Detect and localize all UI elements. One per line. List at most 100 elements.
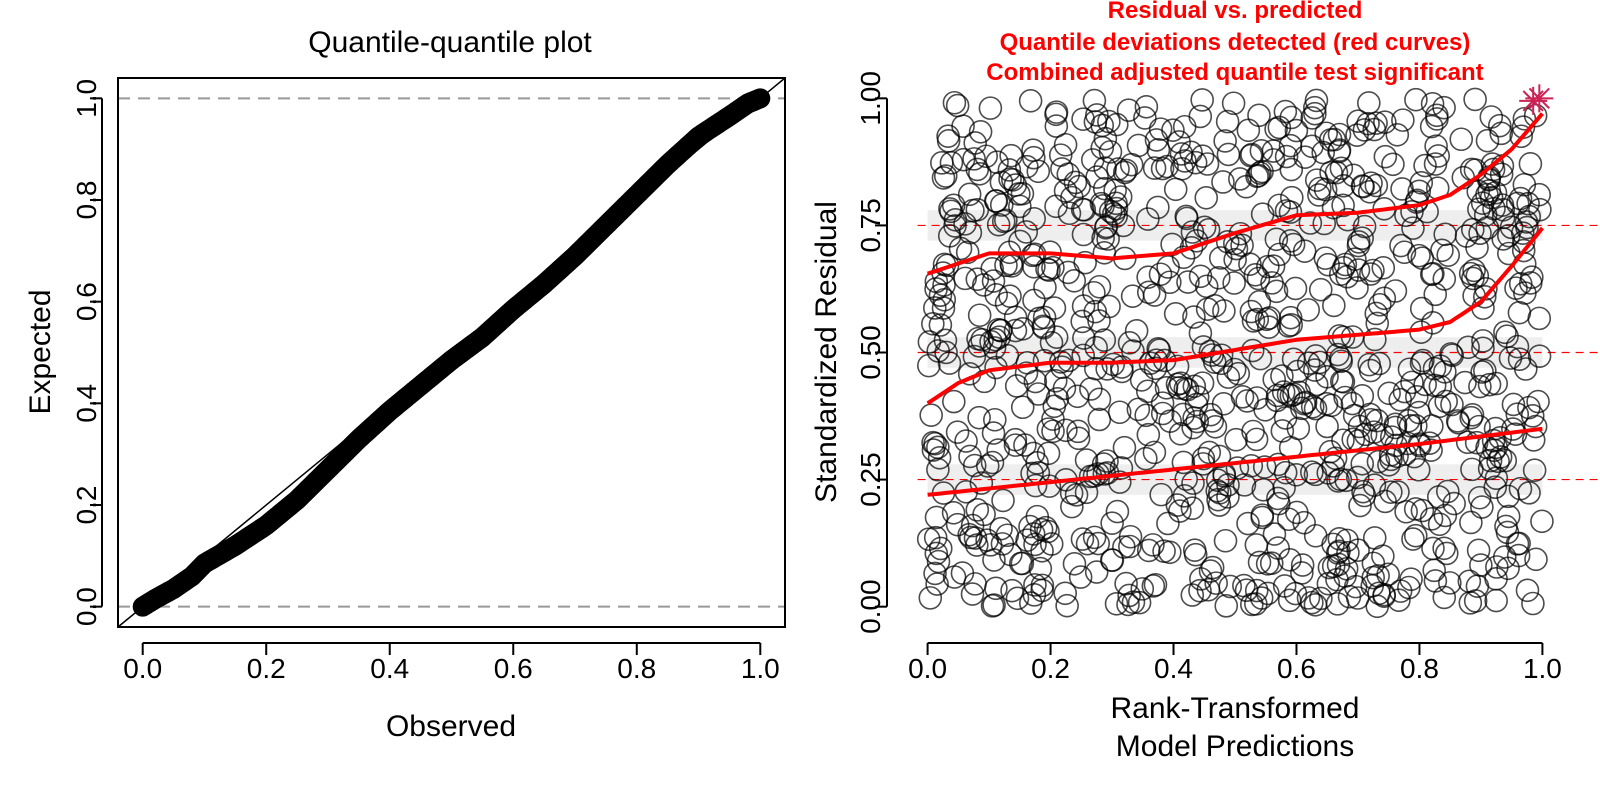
- residual-point: [1511, 238, 1536, 263]
- residual-point: [981, 421, 1006, 445]
- residual-point: [1404, 87, 1428, 112]
- residual-point: [1224, 427, 1248, 452]
- residual-point: [1136, 280, 1161, 305]
- residual-point: [1530, 509, 1554, 534]
- residual-point: [1467, 197, 1491, 222]
- residual-point: [1183, 542, 1208, 567]
- residual-point: [1423, 282, 1448, 307]
- residual-point: [994, 208, 1018, 233]
- residual-point: [1265, 388, 1289, 413]
- residual-point: [1434, 541, 1459, 566]
- residual-point: [1119, 152, 1144, 177]
- residual-point: [1247, 103, 1271, 128]
- residual-point: [1423, 569, 1448, 593]
- residual-point: [1470, 360, 1494, 384]
- residual-point: [1389, 233, 1413, 258]
- residual-point: [1095, 449, 1119, 473]
- residual-point: [1082, 525, 1107, 550]
- residual-point: [1248, 161, 1272, 185]
- residual-point: [1136, 538, 1161, 563]
- residual-point: [1327, 526, 1352, 551]
- residual-point: [1459, 510, 1483, 535]
- residual-point: [1102, 202, 1126, 226]
- residual-point: [942, 565, 967, 589]
- residual-point: [1109, 456, 1134, 480]
- residual-point: [1216, 473, 1240, 497]
- residual-point: [1082, 280, 1106, 305]
- residual-point: [1000, 578, 1024, 603]
- residual-point: [995, 523, 1020, 548]
- residual-point: [1136, 422, 1161, 447]
- qq-x-tick-label: 0.6: [494, 653, 533, 684]
- residual-point: [1262, 522, 1287, 546]
- residual-point: [1352, 214, 1377, 239]
- residual-point: [1419, 438, 1443, 462]
- residual-point: [1281, 232, 1306, 257]
- outlier-star-stroke: [1528, 87, 1550, 109]
- residual-point: [924, 541, 949, 566]
- residual-point: [1171, 245, 1196, 270]
- residual-point: [1283, 276, 1308, 301]
- residual-point: [1251, 478, 1276, 502]
- residual-point: [1144, 128, 1169, 152]
- residual-point: [1329, 156, 1354, 181]
- residual-point: [1108, 185, 1133, 209]
- residual-point: [997, 158, 1022, 182]
- residual-point: [1309, 586, 1333, 611]
- residual-point: [1093, 156, 1117, 180]
- residual-point: [1462, 258, 1486, 283]
- residual-point: [1015, 154, 1039, 179]
- residual-point: [1488, 426, 1513, 450]
- residual-point: [1302, 358, 1327, 382]
- residual-point: [1041, 255, 1065, 280]
- residual-point: [1057, 348, 1081, 373]
- residual-point: [1084, 356, 1108, 381]
- residual-point: [967, 405, 991, 430]
- residual-point: [1397, 575, 1421, 600]
- residual-point: [978, 96, 1003, 120]
- residual-point: [1507, 300, 1532, 325]
- residual-point: [982, 336, 1007, 360]
- residual-point: [1033, 515, 1058, 540]
- residual-point: [1496, 504, 1521, 529]
- residual-point: [1385, 123, 1410, 147]
- residual-point: [967, 303, 992, 328]
- residual-point: [1524, 547, 1548, 572]
- residual-point: [1486, 449, 1510, 474]
- residual-point: [1362, 526, 1387, 550]
- residual-point: [1522, 458, 1547, 483]
- residual-point: [938, 197, 962, 221]
- residual-point: [1350, 452, 1375, 476]
- residual-point: [1198, 559, 1223, 583]
- residual-point: [1469, 553, 1493, 577]
- residual-point: [1023, 573, 1047, 597]
- residual-point: [1072, 197, 1097, 222]
- residual-point: [1065, 384, 1090, 409]
- residual-point: [1112, 435, 1137, 460]
- residual-point: [1048, 143, 1073, 167]
- residual-point: [1134, 403, 1158, 428]
- residual-point: [1400, 370, 1424, 395]
- residual-point: [1308, 277, 1333, 302]
- residual-point: [1030, 573, 1055, 598]
- residual-point: [1143, 572, 1168, 597]
- residual-point: [1246, 266, 1271, 291]
- residual-point: [945, 93, 970, 118]
- residual-point: [1356, 111, 1380, 136]
- residual-point: [1054, 418, 1078, 443]
- residual-point: [1223, 247, 1247, 272]
- residual-point: [1428, 354, 1453, 378]
- residual-point: [1205, 479, 1230, 503]
- residual-point: [1022, 206, 1046, 231]
- residual-point: [1367, 581, 1391, 606]
- residual-point: [1036, 441, 1061, 466]
- residual-point: [1406, 457, 1431, 482]
- residual-point: [1327, 122, 1352, 147]
- outlier-star-marker: [1525, 84, 1554, 113]
- residual-point: [1213, 129, 1237, 153]
- residual-point: [1278, 228, 1303, 253]
- residual-point: [972, 502, 996, 527]
- residual-point: [1188, 264, 1213, 289]
- residual-point: [1172, 484, 1197, 508]
- qq-x-axis: 0.0 0.2 0.4 0.6 0.8 1.0: [123, 642, 780, 684]
